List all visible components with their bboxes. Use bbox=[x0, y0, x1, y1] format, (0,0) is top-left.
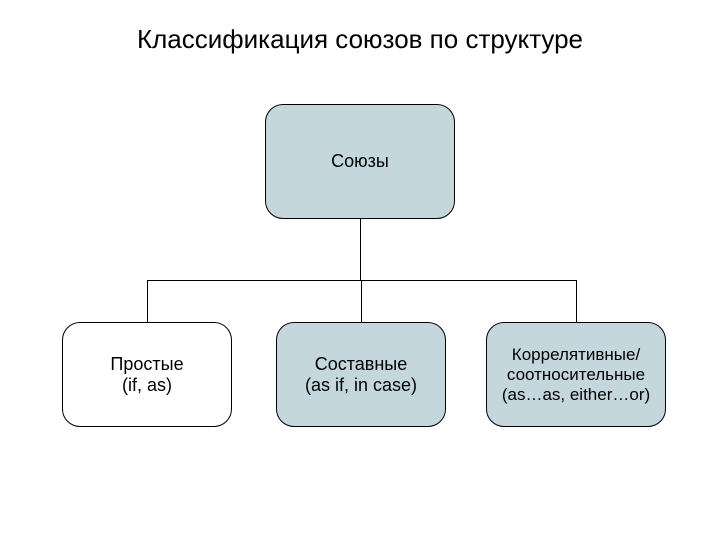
node-correlative-line2: соотносительные bbox=[507, 365, 645, 385]
node-compound-line2: (as if, in case) bbox=[305, 375, 417, 396]
node-correlative: Коррелятивные/ соотносительные (as…as, e… bbox=[486, 322, 666, 427]
node-correlative-line1: Коррелятивные/ bbox=[512, 345, 640, 365]
node-compound-line1: Составные bbox=[315, 354, 408, 375]
node-correlative-line3: (as…as, either…or) bbox=[502, 385, 650, 405]
connector-trunk bbox=[360, 219, 361, 280]
node-simple-line1: Простые bbox=[110, 354, 183, 375]
node-root-label: Союзы bbox=[331, 151, 389, 172]
node-root: Союзы bbox=[265, 104, 455, 219]
node-simple: Простые (if, as) bbox=[62, 322, 232, 427]
connector-drop-mid bbox=[361, 280, 362, 322]
connector-drop-right bbox=[576, 280, 577, 322]
connector-drop-left bbox=[147, 280, 148, 322]
node-compound: Составные (as if, in case) bbox=[276, 322, 446, 427]
page-title: Классификация союзов по структуре bbox=[60, 24, 660, 55]
node-simple-line2: (if, as) bbox=[122, 375, 172, 396]
